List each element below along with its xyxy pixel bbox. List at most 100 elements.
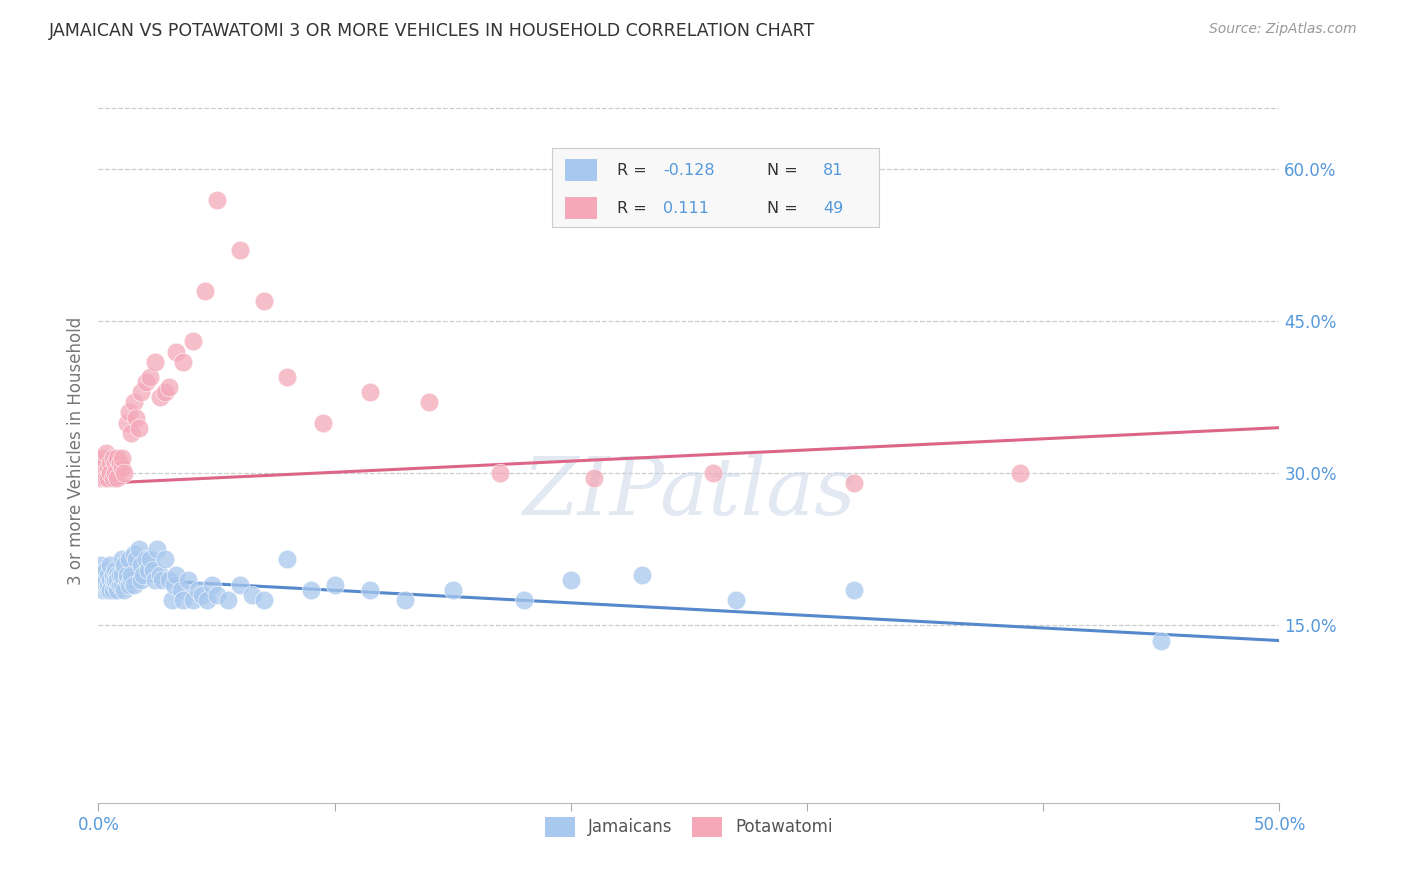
Text: R =: R = — [617, 201, 652, 216]
Point — [98, 573, 121, 587]
Point — [128, 542, 150, 557]
Point — [153, 552, 176, 566]
Point — [90, 456, 112, 470]
Point — [359, 582, 381, 597]
Point — [129, 573, 152, 587]
Point — [97, 567, 120, 582]
Point — [512, 593, 534, 607]
Point — [125, 410, 148, 425]
Point — [217, 593, 239, 607]
Point — [112, 582, 135, 597]
Point — [105, 582, 128, 597]
Point — [90, 471, 112, 485]
Point — [229, 244, 252, 258]
Point — [111, 578, 134, 592]
Point — [441, 582, 464, 597]
Point — [1150, 633, 1173, 648]
Point — [702, 467, 724, 481]
Point — [132, 567, 155, 582]
FancyBboxPatch shape — [565, 160, 598, 181]
Point — [98, 558, 121, 572]
Point — [112, 467, 135, 481]
Point — [111, 451, 134, 466]
Point — [276, 370, 298, 384]
Point — [104, 563, 127, 577]
Point — [583, 471, 606, 485]
Point — [170, 582, 193, 597]
Point — [98, 467, 121, 481]
Point — [160, 593, 183, 607]
Text: -0.128: -0.128 — [662, 163, 714, 178]
Point — [94, 578, 117, 592]
Text: ZIPatlas: ZIPatlas — [522, 454, 856, 532]
Point — [118, 578, 141, 592]
Point — [276, 552, 298, 566]
Point — [91, 461, 114, 475]
Point — [418, 395, 440, 409]
Point — [122, 578, 145, 592]
Point — [489, 467, 512, 481]
Point — [108, 567, 131, 582]
Point — [101, 471, 124, 485]
Point — [122, 395, 145, 409]
Point — [98, 456, 121, 470]
Point — [165, 344, 187, 359]
Point — [105, 451, 128, 466]
Point — [1008, 467, 1031, 481]
Point — [195, 593, 218, 607]
Point — [128, 420, 150, 434]
Point — [105, 471, 128, 485]
Point — [844, 582, 866, 597]
Point — [118, 552, 141, 566]
Point — [229, 578, 252, 592]
Point — [91, 567, 114, 582]
Point — [111, 552, 134, 566]
Point — [165, 567, 187, 582]
Point — [135, 375, 157, 389]
Text: 0.111: 0.111 — [662, 201, 709, 216]
Point — [111, 567, 134, 582]
Point — [94, 471, 117, 485]
Text: N =: N = — [768, 163, 803, 178]
Point — [121, 567, 143, 582]
Point — [299, 582, 322, 597]
Point — [101, 573, 124, 587]
Point — [172, 593, 194, 607]
Point — [560, 573, 582, 587]
Point — [359, 385, 381, 400]
Point — [312, 416, 335, 430]
Point — [150, 573, 173, 587]
Point — [253, 593, 276, 607]
Point — [181, 334, 204, 349]
Point — [121, 573, 143, 587]
Point — [201, 578, 224, 592]
Point — [129, 558, 152, 572]
Point — [149, 567, 172, 582]
Point — [136, 563, 159, 577]
Point — [97, 471, 120, 485]
Text: Source: ZipAtlas.com: Source: ZipAtlas.com — [1209, 22, 1357, 37]
Point — [135, 552, 157, 566]
Point — [105, 567, 128, 582]
Point — [205, 193, 228, 207]
Point — [104, 456, 127, 470]
Point — [129, 385, 152, 400]
Point — [115, 567, 138, 582]
Point — [90, 558, 112, 572]
Point — [101, 567, 124, 582]
Point — [139, 552, 162, 566]
Point — [187, 582, 209, 597]
Point — [118, 405, 141, 419]
Point — [104, 578, 127, 592]
Point — [157, 573, 180, 587]
Text: 49: 49 — [823, 201, 844, 216]
Point — [163, 578, 186, 592]
Text: 81: 81 — [823, 163, 844, 178]
Point — [139, 370, 162, 384]
Point — [323, 578, 346, 592]
Point — [125, 552, 148, 566]
Point — [94, 573, 117, 587]
Legend: Jamaicans, Potawatomi: Jamaicans, Potawatomi — [538, 810, 839, 844]
Point — [191, 588, 214, 602]
Point — [115, 573, 138, 587]
